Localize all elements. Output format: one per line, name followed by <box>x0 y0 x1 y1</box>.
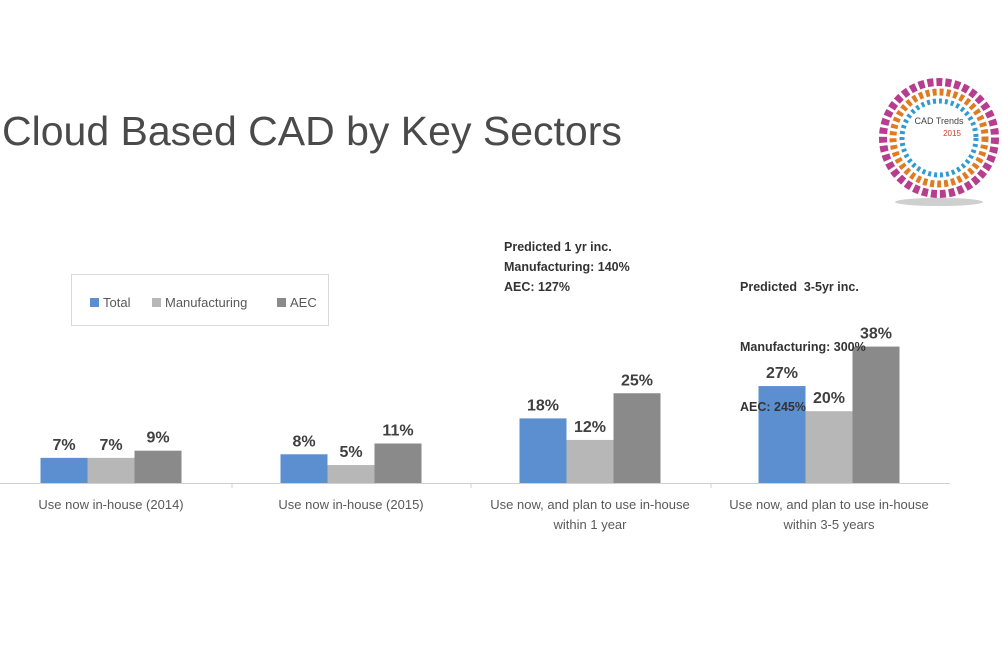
data-label-total-1: 7% <box>52 437 75 454</box>
legend-item-aec: AEC <box>277 295 317 310</box>
data-label-manufacturing-3: 12% <box>574 419 606 436</box>
logo-ring-middle <box>889 88 989 188</box>
bar-aec-1 <box>134 450 182 483</box>
data-label-aec-2: 11% <box>382 423 413 440</box>
annotation-3-5yr-line2: Manufacturing: 300% <box>740 340 866 354</box>
data-label-total-2: 8% <box>292 433 315 450</box>
logo-ring-inner <box>899 98 979 178</box>
legend-swatch-manufacturing <box>152 298 161 307</box>
legend-item-manufacturing: Manufacturing <box>152 295 247 310</box>
legend-swatch-total <box>90 298 99 307</box>
x-tick-label-3-line1: Use now, and plan to use in-house <box>490 497 689 512</box>
annotation-1yr-line3: AEC: 127% <box>504 280 570 294</box>
x-tick-label-4-line1: Use now, and plan to use in-house <box>729 497 928 512</box>
logo-text-line1: CAD Trends <box>914 116 964 126</box>
bar-total-1 <box>40 457 88 483</box>
data-label-total-3: 18% <box>527 397 559 414</box>
annotation-3-5yr-line3: AEC: 245% <box>740 400 806 414</box>
annotation-1yr: Predicted 1 yr inc. Manufacturing: 140% … <box>504 237 630 297</box>
bar-manufacturing-1 <box>87 457 135 483</box>
annotation-3-5yr: Predicted 3-5yr inc. Manufacturing: 300%… <box>740 237 866 437</box>
cad-trends-logo: CAD Trends 2015 <box>879 78 999 206</box>
logo-text-line2: 2015 <box>943 129 961 138</box>
data-label-aec-4: 38% <box>860 326 892 343</box>
bar-total-2 <box>280 454 328 483</box>
x-tick-label-2-line1: Use now in-house (2015) <box>278 497 423 512</box>
x-tick-label-3-line2: within 1 year <box>553 517 628 532</box>
chart-legend: Total Manufacturing AEC <box>71 274 329 326</box>
data-label-manufacturing-2: 5% <box>339 444 362 461</box>
bar-manufacturing-4 <box>805 411 853 483</box>
bar-aec-2 <box>374 443 422 483</box>
legend-swatch-aec <box>277 298 286 307</box>
annotation-1yr-line1: Predicted 1 yr inc. <box>504 240 612 254</box>
logo-shadow <box>895 198 983 206</box>
annotation-1yr-line2: Manufacturing: 140% <box>504 260 630 274</box>
data-label-aec-3: 25% <box>621 372 653 389</box>
legend-label-aec: AEC <box>290 295 317 310</box>
data-label-total-4: 27% <box>766 365 798 382</box>
bar-aec-4 <box>852 346 900 483</box>
bar-total-3 <box>519 418 567 483</box>
annotation-3-5yr-line1: Predicted 3-5yr inc. <box>740 280 859 294</box>
logo-center <box>908 107 970 169</box>
bar-total-4 <box>758 386 806 483</box>
legend-label-total: Total <box>103 295 131 310</box>
x-tick-label-4-line2: within 3-5 years <box>782 517 875 532</box>
data-label-aec-1: 9% <box>146 430 169 447</box>
slide-title: Cloud Based CAD by Key Sectors <box>2 108 622 154</box>
logo-ring-outer <box>879 78 999 198</box>
bar-aec-3 <box>613 393 661 483</box>
data-label-manufacturing-4: 20% <box>813 390 845 407</box>
x-tick-label-1-line1: Use now in-house (2014) <box>38 497 183 512</box>
legend-label-manufacturing: Manufacturing <box>165 295 248 310</box>
bar-manufacturing-2 <box>327 465 375 483</box>
bar-manufacturing-3 <box>566 439 614 483</box>
data-label-manufacturing-1: 7% <box>99 437 122 454</box>
legend-item-total: Total <box>90 295 130 310</box>
